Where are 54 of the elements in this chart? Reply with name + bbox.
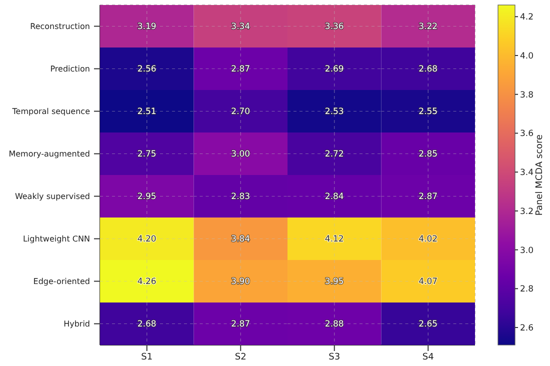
y-tick-label: Weakly supervised [14, 192, 90, 202]
data-label: 2.85 [418, 150, 438, 160]
data-label: 2.72 [324, 150, 344, 160]
color-bar-label: 3.6 [520, 129, 534, 140]
data-label: 4.02 [418, 234, 438, 245]
data-label: 4.26 [137, 277, 156, 288]
color-bar-label: 3.8 [520, 90, 534, 100]
data-label: 2.87 [231, 320, 250, 330]
data-label: 2.65 [418, 320, 438, 330]
color-bar-label: 3.2 [520, 206, 534, 217]
data-label: 2.51 [137, 107, 156, 118]
y-tick-label: Hybrid [64, 320, 90, 329]
x-tick-label: S3 [328, 352, 340, 362]
data-label: 2.95 [137, 192, 156, 202]
x-tick-label: S2 [234, 352, 246, 362]
y-tick-label: Prediction [50, 64, 90, 74]
y-tick-label: Edge-oriented [33, 277, 90, 286]
data-label: 2.68 [137, 320, 156, 330]
y-tick-label: Memory-augmented [8, 150, 90, 159]
data-label: 2.56 [137, 64, 156, 75]
data-label: 4.07 [418, 277, 438, 288]
data-label: 3.84 [231, 234, 250, 245]
data-label: 3.19 [137, 22, 156, 32]
y-tick-label: Lightweight CNN [22, 234, 90, 244]
data-label: 2.55 [418, 107, 438, 118]
color-bar-label: 2.8 [520, 284, 534, 295]
data-label: 3.95 [324, 277, 344, 288]
data-label: 3.34 [231, 22, 250, 32]
color-bar-label: 3.0 [520, 246, 534, 256]
data-label: 3.22 [418, 22, 438, 32]
y-tick-label: Temporal sequence [11, 107, 90, 116]
data-label: 2.68 [418, 64, 438, 75]
data-label: 2.83 [231, 192, 250, 202]
data-label: 2.53 [324, 107, 344, 118]
color-bar-label: 4.0 [520, 51, 534, 62]
color-bar-title: Panel MCDA score [535, 134, 545, 216]
x-tick-label: S1 [141, 352, 153, 362]
data-label: 2.84 [324, 192, 344, 202]
data-label: 3.36 [324, 22, 344, 32]
data-label: 3.00 [231, 150, 250, 160]
x-tick-label: S4 [422, 352, 434, 362]
data-label: 2.87 [418, 192, 438, 202]
data-label: 4.20 [137, 234, 156, 245]
data-label: 2.75 [137, 150, 156, 160]
data-label: 4.12 [324, 234, 344, 245]
data-label: 2.70 [231, 107, 250, 118]
data-label: 3.90 [231, 277, 250, 288]
y-tick-label: Reconstruction [30, 22, 90, 32]
data-label: 2.87 [231, 64, 250, 75]
color-bar-label: 2.6 [520, 323, 534, 334]
data-label: 2.69 [324, 64, 344, 75]
color-bar-label: 4.2 [520, 12, 534, 23]
color-bar-label: 3.4 [520, 168, 534, 178]
data-label: 2.88 [324, 320, 344, 330]
